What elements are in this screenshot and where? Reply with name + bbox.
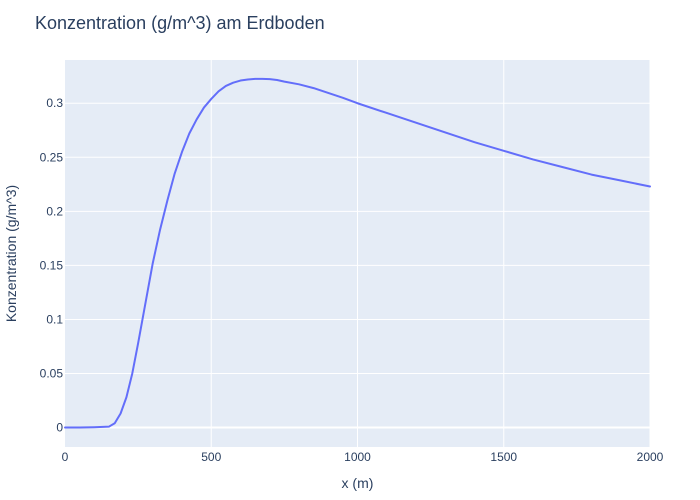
y-tick-label: 0 — [56, 421, 63, 435]
y-tick-label: 0.1 — [46, 312, 63, 326]
x-tick-label: 0 — [62, 450, 69, 464]
y-tick-labels: 0 0.05 0.1 0.15 0.2 0.25 0.3 — [40, 96, 64, 434]
y-tick-label: 0.25 — [40, 150, 64, 164]
chart-title: Konzentration (g/m^3) am Erdboden — [35, 13, 325, 33]
series-line — [64, 77, 651, 429]
x-gridlines — [210, 60, 651, 447]
y-tick-label: 0.3 — [46, 96, 63, 110]
y-tick-label: 0.2 — [46, 204, 63, 218]
y-tick-label: 0.05 — [40, 366, 64, 380]
series-group — [64, 77, 651, 429]
x-tick-labels: 0 500 1000 1500 2000 — [62, 450, 664, 464]
x-tick-label: 1500 — [490, 450, 517, 464]
x-axis-label: x (m) — [342, 475, 374, 491]
y-axis-label: Konzentration (g/m^3) — [3, 185, 19, 322]
y-tick-label: 0.15 — [40, 258, 64, 272]
x-tick-label: 1000 — [344, 450, 371, 464]
x-tick-label: 500 — [201, 450, 221, 464]
x-tick-label: 2000 — [637, 450, 664, 464]
